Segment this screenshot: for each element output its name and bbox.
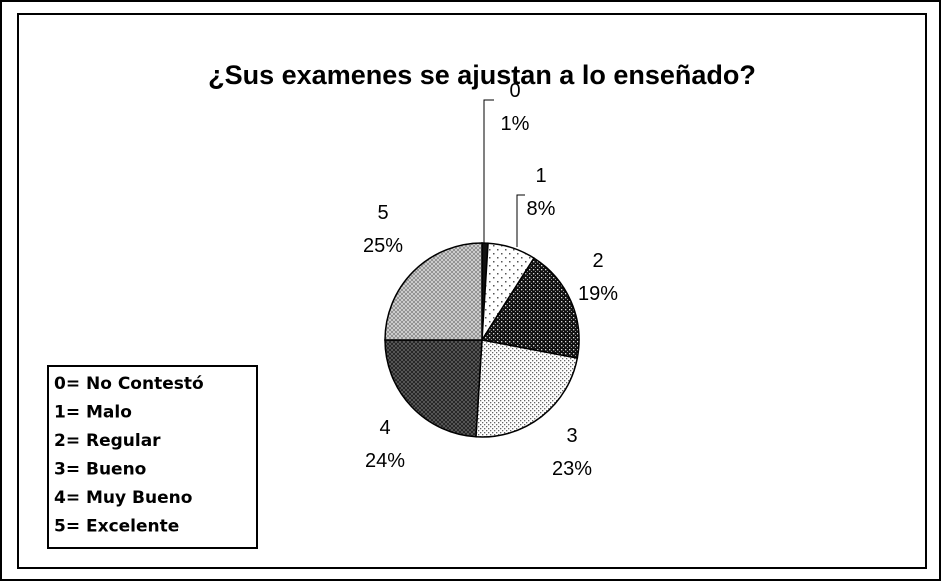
legend-entry: 2= Regular: [54, 431, 161, 451]
legend-entry: 1= Malo: [54, 403, 132, 423]
pie-slice: [480, 257, 580, 360]
leader-line: [483, 99, 494, 243]
pie-slice: [384, 339, 483, 438]
slice-category: 0: [509, 80, 520, 102]
legend-entry: 4= Muy Bueno: [54, 488, 192, 508]
slice-category: 5: [377, 202, 388, 224]
slice-label: 1%: [501, 113, 530, 135]
slice-category: 2: [592, 250, 603, 272]
slice-category: 4: [379, 417, 390, 439]
leader-line: [516, 194, 525, 247]
slice-category: 1: [535, 165, 546, 187]
pie-slice: [384, 242, 483, 341]
slice-label: 19%: [578, 283, 618, 305]
slice-label: 24%: [365, 450, 405, 472]
legend-entry: 5= Excelente: [54, 517, 179, 537]
slice-label: 23%: [552, 458, 592, 480]
pie-slice: [475, 339, 579, 438]
slice-label: 25%: [363, 235, 403, 257]
chart-title: ¿Sus examenes se ajustan a lo enseñado?: [208, 60, 756, 90]
slice-label: 8%: [527, 198, 556, 220]
legend-box: [47, 365, 258, 549]
legend-entry: 3= Bueno: [54, 460, 146, 480]
slice-category: 3: [566, 425, 577, 447]
legend-entry: 0= No Contestó: [54, 374, 204, 394]
plot-frame: [17, 13, 927, 569]
